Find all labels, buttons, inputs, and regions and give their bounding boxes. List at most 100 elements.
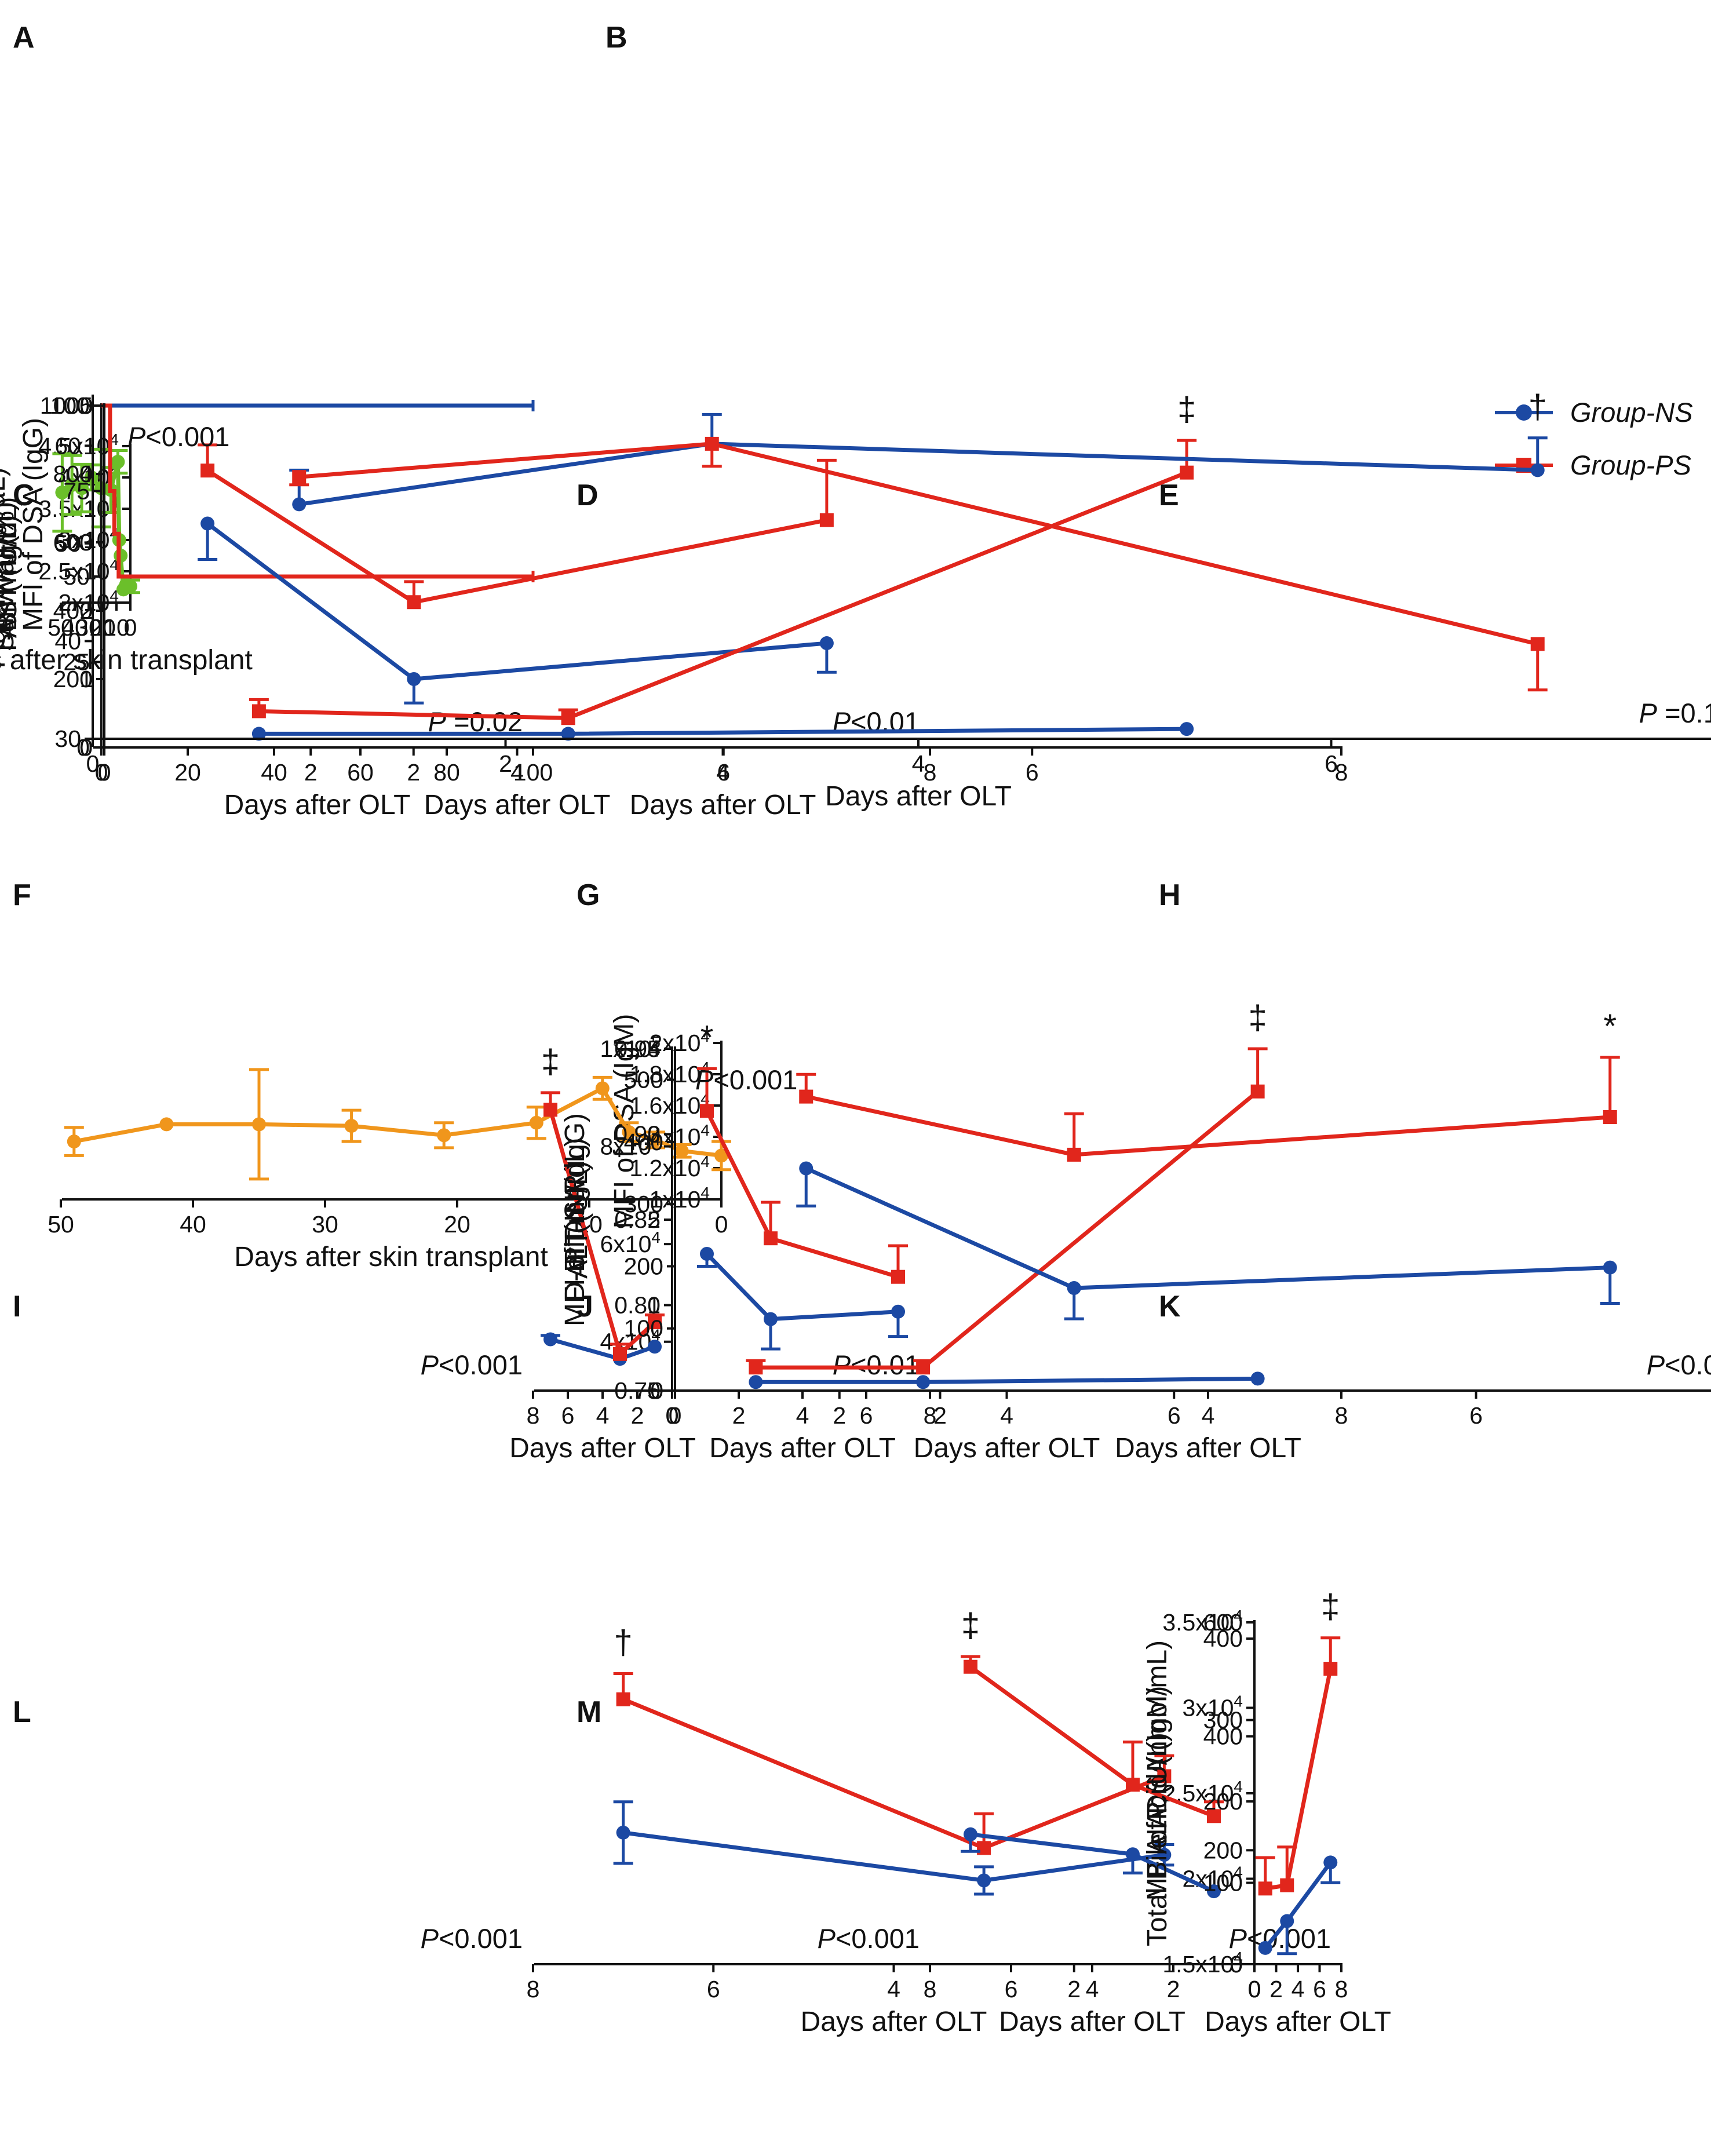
x-axis-title: Days after OLT <box>424 790 611 820</box>
data-point <box>1323 1855 1338 1870</box>
data-point <box>1126 1778 1140 1792</box>
x-tick-label: 60 <box>347 759 374 786</box>
x-tick-label: 2 <box>1067 1976 1081 2002</box>
x-tick-label: 8 <box>924 1402 937 1429</box>
x-tick-label: 8 <box>527 1402 540 1429</box>
x-tick-label: 2 <box>499 750 512 777</box>
x-axis-title: Days after skin transplant <box>0 645 253 676</box>
x-axis-title: Days after OLT <box>1115 1433 1301 1464</box>
y-tick-label: 800 <box>53 461 93 487</box>
y-tick-label: 0.85 <box>614 1206 661 1233</box>
series-line <box>258 470 1188 720</box>
x-tick-label: 4 <box>1292 1976 1305 2002</box>
y-tick-label: 100 <box>624 1315 663 1342</box>
x-tick-label: 0 <box>124 614 137 641</box>
x-tick-label: 0 <box>98 759 111 786</box>
series-group-ps <box>961 1655 1224 1823</box>
data-point <box>116 582 130 597</box>
x-tick-label: 0 <box>1248 1976 1261 2002</box>
data-point <box>674 1144 689 1158</box>
x-tick-label: 40 <box>261 759 287 786</box>
y-tick-label: 3x104 <box>1183 1692 1243 1721</box>
x-axis-title: Days after OLT <box>1205 2007 1391 2037</box>
series-line <box>705 1110 899 1279</box>
data-point <box>749 1375 763 1389</box>
data-point <box>964 1659 977 1674</box>
x-tick-label: 4 <box>716 759 729 786</box>
data-point <box>1067 1147 1081 1162</box>
data-point <box>1258 1881 1272 1896</box>
p-value: P<0.001 <box>1229 1923 1331 1954</box>
y-tick-label: 300 <box>1203 1707 1243 1734</box>
data-point <box>561 711 575 725</box>
data-point <box>407 595 421 610</box>
x-tick-label: 0 <box>669 1402 682 1429</box>
data-point <box>891 1269 905 1284</box>
data-point <box>159 1117 174 1132</box>
y-tick-label: 0.75 <box>614 1377 661 1404</box>
x-axis-title: Days after OLT <box>630 790 816 820</box>
x-tick-label: 6 <box>1005 1976 1018 2002</box>
x-tick-label: 2 <box>1269 1976 1283 2002</box>
series-line <box>805 1095 1610 1157</box>
x-tick-label: 20 <box>444 1211 470 1238</box>
y-tick-label: 500 <box>624 1067 663 1093</box>
y-axis-title: Platelet (10⁴/µL) <box>0 467 11 668</box>
data-point <box>84 470 98 484</box>
x-tick-label: 2 <box>407 759 420 786</box>
y-tick-label: 0 <box>650 1377 663 1404</box>
x-tick-label: 4 <box>1086 1976 1099 2002</box>
y-tick-label: 0 <box>647 1377 661 1404</box>
data-point <box>292 497 307 512</box>
data-point <box>407 672 421 686</box>
data-point <box>916 1375 931 1389</box>
x-tick-label: 8 <box>527 1976 540 2002</box>
y-tick-label: 2 <box>647 1206 661 1233</box>
p-value: P =0.10 <box>1639 698 1711 728</box>
x-tick-label: 80 <box>433 759 460 786</box>
data-point <box>437 1128 451 1143</box>
y-tick-label: 400 <box>53 597 93 624</box>
data-point <box>561 727 575 741</box>
data-point <box>648 1133 662 1147</box>
legend-ps-label: Group-PS <box>1570 450 1691 480</box>
data-point <box>1258 1940 1272 1955</box>
y-tick-label: 0 <box>76 734 90 761</box>
x-tick-label: 20 <box>174 759 201 786</box>
x-tick-label: 40 <box>61 614 88 641</box>
data-point <box>700 1104 714 1118</box>
x-tick-label: 6 <box>707 1976 720 2002</box>
data-point <box>1207 1884 1221 1899</box>
y-tick-label: 0 <box>79 734 93 761</box>
series-group-ps <box>697 1067 908 1284</box>
series-line <box>206 521 827 681</box>
series-group-ns <box>101 400 535 411</box>
data-point <box>111 455 125 469</box>
p-value: P<0.001 <box>818 1923 920 1954</box>
y-axis-title: ALT (U/L) <box>563 1161 593 1279</box>
series-group-ns <box>697 1247 908 1351</box>
x-tick-label: 6 <box>717 759 730 786</box>
data-point <box>1530 463 1545 477</box>
series-line <box>805 1166 1610 1290</box>
data-point <box>1180 722 1194 736</box>
y-tick-label: 1.8x104 <box>629 1059 710 1088</box>
x-tick-label: 0 <box>1248 1976 1261 2002</box>
y-axis-title: PT-INR <box>560 1174 590 1265</box>
x-tick-label: 4 <box>887 1976 900 2002</box>
series-line <box>258 727 1187 736</box>
panel-label: G <box>577 878 600 912</box>
y-tick-label: 60 <box>54 432 81 459</box>
panel-label: L <box>13 1695 31 1729</box>
significance-mark: † <box>1528 388 1547 426</box>
data-point <box>764 1231 778 1246</box>
significance-mark: ‡ <box>961 1607 980 1644</box>
y-tick-label: 50 <box>54 530 81 557</box>
x-tick-label: 6 <box>1325 750 1338 777</box>
x-tick-label: 2 <box>631 1402 644 1429</box>
x-tick-label: 2 <box>1167 1976 1180 2002</box>
